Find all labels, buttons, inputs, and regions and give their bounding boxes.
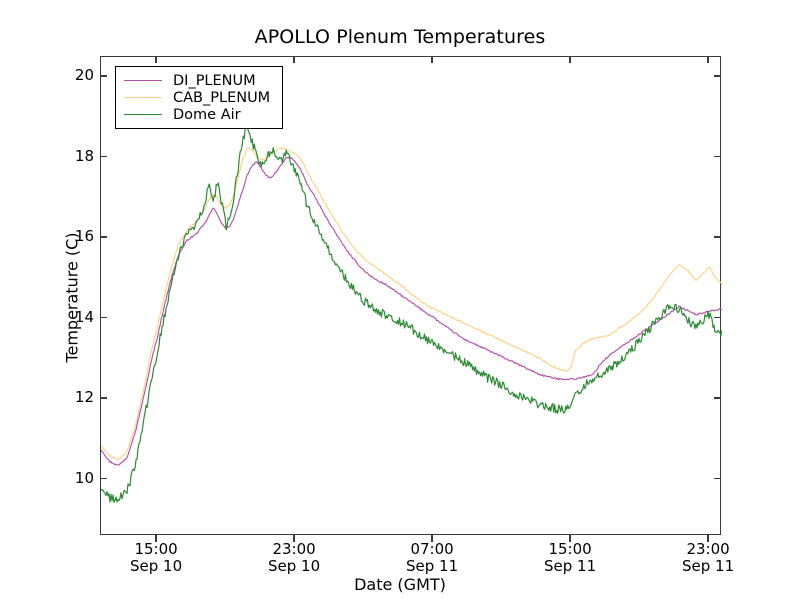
x-tick-mark: [431, 56, 433, 63]
x-tick-label: 23:00 Sep 10: [234, 541, 354, 575]
chart-legend: DI_PLENUM CAB_PLENUM Dome Air: [115, 66, 284, 129]
series-line: [101, 123, 722, 503]
series-line: [101, 156, 722, 466]
x-tick-time: 23:00: [272, 540, 316, 558]
x-axis-label: Date (GMT): [354, 575, 446, 594]
y-tick-label: 18: [74, 146, 94, 165]
x-tick-mark: [293, 56, 295, 63]
x-tick-time: 15:00: [548, 540, 592, 558]
x-tick-mark: [707, 535, 709, 542]
x-tick-label: 15:00 Sep 11: [510, 541, 630, 575]
x-tick-mark: [431, 535, 433, 542]
y-tick-mark: [100, 155, 107, 158]
x-tick-date: Sep 11: [681, 557, 735, 575]
y-tick-mark: [714, 75, 721, 77]
y-tick-mark: [714, 477, 721, 480]
x-tick-date: Sep 11: [405, 557, 459, 575]
y-tick-label: 16: [74, 227, 94, 246]
x-tick-mark: [293, 535, 295, 542]
series-line: [101, 146, 722, 461]
y-tick-mark: [100, 316, 107, 319]
x-tick-date: Sep 10: [267, 557, 321, 575]
x-tick-label: 07:00 Sep 11: [372, 541, 492, 575]
y-tick-label: 10: [74, 468, 94, 487]
legend-item[interactable]: CAB_PLENUM: [124, 89, 270, 106]
legend-label: Dome Air: [173, 106, 241, 123]
legend-line-swatch: [124, 97, 162, 98]
x-tick-time: 07:00: [410, 540, 454, 558]
legend-label: DI_PLENUM: [173, 72, 256, 89]
plot-lines: [101, 123, 722, 503]
y-tick-label: 20: [74, 66, 94, 85]
y-axis-label: Temperature (C): [62, 232, 82, 363]
y-tick-mark: [714, 236, 721, 238]
x-tick-time: 15:00: [134, 540, 178, 558]
x-tick-label: 23:00 Sep 11: [648, 541, 768, 575]
x-tick-mark: [569, 56, 571, 63]
x-tick-date: Sep 11: [543, 557, 597, 575]
legend-label: CAB_PLENUM: [173, 89, 271, 106]
x-tick-date: Sep 10: [129, 557, 183, 575]
y-tick-mark: [714, 397, 721, 399]
y-tick-mark: [714, 155, 721, 158]
y-tick-mark: [100, 75, 107, 77]
y-tick-mark: [100, 477, 107, 480]
y-tick-label: 12: [74, 388, 94, 407]
plot-area: [100, 56, 722, 535]
x-tick-label: 15:00 Sep 10: [96, 541, 216, 575]
y-tick-mark: [100, 397, 107, 399]
chart-title: APOLLO Plenum Temperatures: [254, 26, 546, 48]
x-tick-mark: [707, 56, 709, 63]
y-tick-mark: [714, 316, 721, 319]
legend-item[interactable]: DI_PLENUM: [124, 72, 270, 89]
legend-item[interactable]: Dome Air: [124, 106, 270, 123]
legend-line-swatch: [124, 114, 162, 115]
y-tick-label: 14: [74, 307, 94, 326]
x-tick-time: 23:00: [686, 540, 730, 558]
legend-line-swatch: [124, 80, 162, 81]
x-tick-mark: [155, 535, 157, 542]
y-tick-mark: [100, 236, 107, 238]
x-tick-mark: [569, 535, 571, 542]
y-axis-ticks: 10 12 14 16 18 20: [56, 0, 94, 600]
y-axis-label-holder: Temperature (C): [0, 0, 82, 362]
x-tick-mark: [155, 56, 157, 63]
